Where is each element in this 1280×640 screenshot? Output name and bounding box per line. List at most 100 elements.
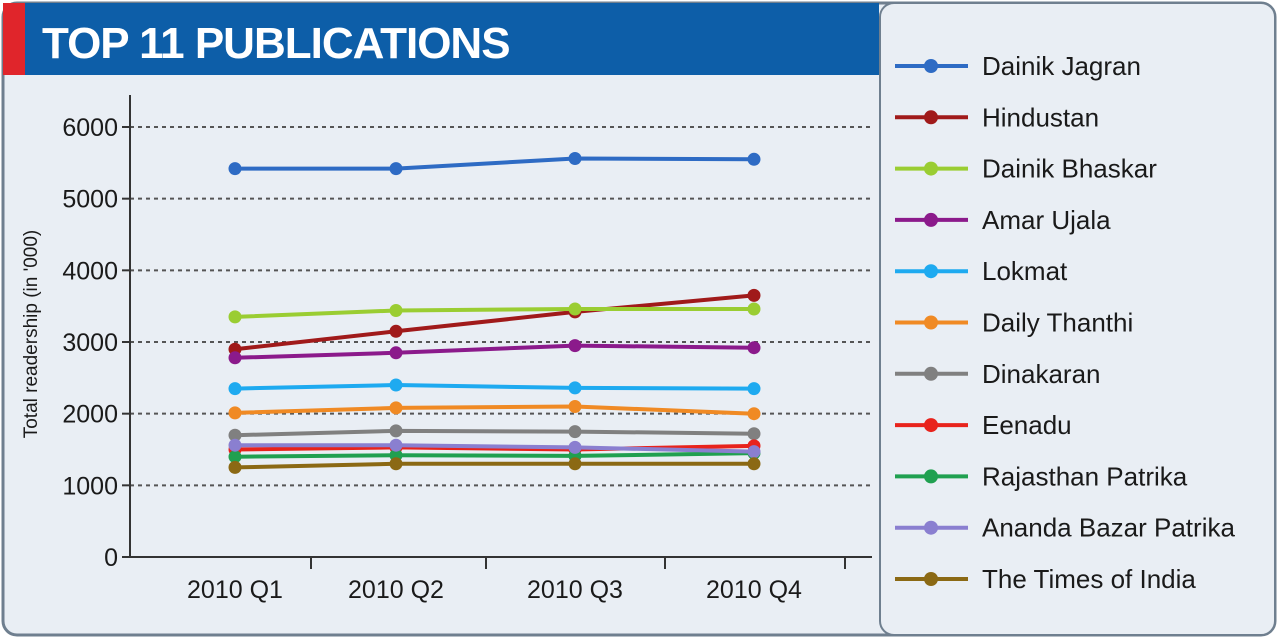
- legend-panel: [879, 2, 1276, 636]
- series-line-dinakaran: [234, 428, 755, 438]
- data-point-rajasthan-patrika-0: [228, 450, 242, 464]
- legend-item-the-times-of-india: The Times of India: [895, 564, 1196, 594]
- data-point-daily-thanthi-3: [747, 407, 761, 421]
- axes: [122, 95, 872, 569]
- data-point-dainik-jagran-2: [568, 152, 582, 165]
- series-dainik-jagran: [228, 152, 761, 176]
- legend-swatch-marker-ananda-bazar-patrika: [924, 520, 938, 535]
- series-the-times-of-india: [228, 457, 761, 474]
- x-tick-label-1: 2010 Q2: [348, 576, 444, 604]
- legend-swatch-marker-rajasthan-patrika: [924, 469, 938, 484]
- legend-swatch-marker-dinakaran: [924, 366, 938, 381]
- legend-item-daily-thanthi: Daily Thanthi: [895, 308, 1133, 338]
- legend-swatch-marker-amar-ujala: [924, 212, 938, 227]
- legend-label-dainik-jagran: Dainik Jagran: [982, 51, 1141, 81]
- data-point-dainik-jagran-3: [747, 152, 761, 166]
- legend-item-rajasthan-patrika: Rajasthan Patrika: [895, 461, 1188, 491]
- series-line-daily-thanthi: [234, 404, 755, 416]
- data-point-the-times-of-india-0: [228, 460, 242, 474]
- y-tick-label-1000: 1000: [62, 472, 118, 500]
- y-tick-label-5000: 5000: [62, 186, 118, 214]
- legend-item-lokmat: Lokmat: [895, 256, 1068, 286]
- data-point-ananda-bazar-patrika-2: [568, 440, 582, 454]
- data-point-dainik-bhaskar-0: [228, 310, 242, 324]
- series-line-rajasthan-patrika: [234, 451, 755, 459]
- y-tick-label-6000: 6000: [62, 114, 118, 142]
- data-point-dinakaran-2: [568, 425, 582, 439]
- legend-item-amar-ujala: Amar Ujala: [895, 205, 1111, 235]
- data-point-hindustan-1: [389, 324, 403, 338]
- data-point-the-times-of-india-3: [747, 457, 761, 471]
- legend-label-amar-ujala: Amar Ujala: [982, 205, 1111, 235]
- legend-swatch-marker-the-times-of-india: [924, 572, 938, 586]
- x-tick-labels: 2010 Q1 2010 Q2 2010 Q3 2010 Q4: [187, 576, 802, 604]
- data-point-dainik-bhaskar-2: [568, 302, 582, 316]
- y-tick-label-2000: 2000: [62, 401, 118, 429]
- data-point-lokmat-0: [228, 382, 242, 396]
- legend-swatch-marker-dainik-bhaskar: [924, 161, 938, 176]
- data-point-dainik-jagran-1: [389, 162, 403, 176]
- data-point-ananda-bazar-patrika-0: [228, 438, 242, 452]
- header-accent: [3, 3, 25, 75]
- series-line-amar-ujala: [234, 343, 755, 360]
- legend-item-dinakaran: Dinakaran: [895, 359, 1101, 389]
- legend-label-lokmat: Lokmat: [982, 256, 1068, 286]
- series-line-dainik-jagran: [235, 156, 755, 171]
- data-point-amar-ujala-2: [568, 339, 582, 353]
- series-line-hindustan: [234, 293, 755, 352]
- legend-item-eenadu: Eenadu: [895, 410, 1072, 440]
- data-point-lokmat-2: [568, 381, 582, 395]
- legend-item-ananda-bazar-patrika: Ananda Bazar Patrika: [895, 513, 1235, 543]
- data-point-dinakaran-1: [389, 424, 403, 438]
- data-point-amar-ujala-1: [389, 346, 403, 360]
- data-point-lokmat-1: [389, 378, 403, 392]
- legend-swatch-marker-dainik-jagran: [924, 59, 938, 73]
- series-layer: [228, 152, 761, 474]
- data-point-dinakaran-3: [747, 427, 761, 441]
- legend-label-eenadu: Eenadu: [982, 410, 1072, 440]
- y-axis-label: Total readership (in '000): [21, 230, 42, 439]
- y-tick-labels: 0 1000 2000 3000 4000 5000 6000: [62, 114, 118, 572]
- data-point-the-times-of-india-1: [389, 457, 403, 471]
- data-point-the-times-of-india-2: [568, 457, 582, 471]
- header-bar: [3, 3, 879, 75]
- x-tick-label-0: 2010 Q1: [187, 576, 283, 604]
- series-dainik-bhaskar: [228, 302, 761, 324]
- data-point-lokmat-3: [747, 382, 761, 396]
- x-tick-label-2: 2010 Q3: [527, 576, 623, 604]
- series-lokmat: [228, 378, 761, 396]
- legend-item-dainik-jagran: Dainik Jagran: [895, 51, 1141, 81]
- data-point-amar-ujala-0: [228, 351, 242, 365]
- data-point-daily-thanthi-2: [568, 400, 582, 413]
- series-line-the-times-of-india: [234, 461, 754, 470]
- legend-label-hindustan: Hindustan: [982, 102, 1099, 132]
- legend-label-rajasthan-patrika: Rajasthan Patrika: [982, 461, 1188, 491]
- series-ananda-bazar-patrika: [228, 438, 761, 459]
- y-tick-label-0: 0: [104, 544, 118, 572]
- series-line-ananda-bazar-patrika: [235, 443, 755, 454]
- legend: Dainik Jagran Hindustan Dainik Bhaskar Amar…: [895, 51, 1235, 594]
- legend-label-ananda-bazar-patrika: Ananda Bazar Patrika: [982, 513, 1235, 543]
- legend-swatch-marker-eenadu: [924, 418, 938, 433]
- legend-swatch-marker-daily-thanthi: [924, 315, 938, 330]
- data-point-hindustan-3: [747, 288, 761, 302]
- data-point-ananda-bazar-patrika-3: [747, 445, 761, 459]
- legend-label-dainik-bhaskar: Dainik Bhaskar: [982, 154, 1157, 184]
- series-dinakaran: [228, 424, 761, 442]
- data-point-dinakaran-0: [228, 428, 242, 442]
- legend-item-dainik-bhaskar: Dainik Bhaskar: [895, 154, 1157, 184]
- data-point-daily-thanthi-1: [389, 401, 403, 415]
- series-daily-thanthi: [228, 400, 761, 421]
- legend-label-the-times-of-india: The Times of India: [982, 564, 1196, 594]
- series-line-dainik-bhaskar: [234, 307, 754, 319]
- data-point-dainik-bhaskar-3: [747, 302, 761, 316]
- legend-swatch-marker-lokmat: [924, 264, 938, 279]
- legend-label-dinakaran: Dinakaran: [982, 359, 1101, 389]
- series-line-lokmat: [234, 383, 755, 391]
- legend-swatch-marker-hindustan: [924, 110, 938, 125]
- data-point-ananda-bazar-patrika-1: [389, 438, 403, 452]
- legend-item-hindustan: Hindustan: [895, 102, 1099, 132]
- data-point-amar-ujala-3: [747, 341, 761, 355]
- data-point-dainik-bhaskar-1: [389, 304, 403, 317]
